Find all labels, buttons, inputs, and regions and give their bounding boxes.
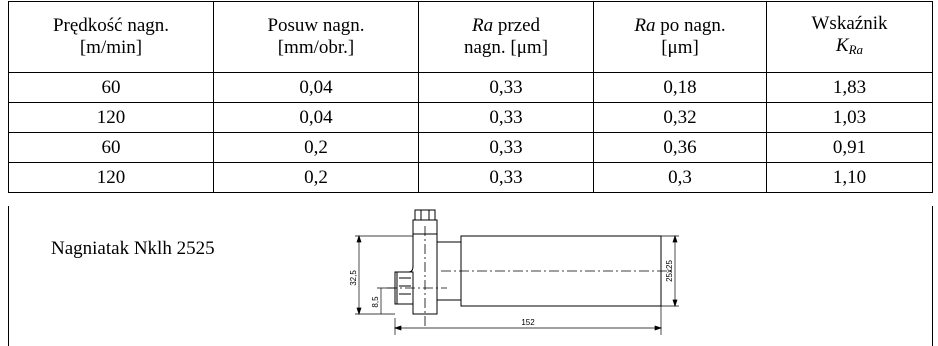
header-cell: Ra po nagn. [μm] (593, 1, 767, 73)
table-cell: 0,91 (766, 132, 933, 163)
table-cell: 0,36 (593, 132, 767, 163)
table-cell: 1,10 (766, 162, 933, 193)
table-cell: 0,04 (213, 72, 419, 103)
results-table: Prędkość nagn. [m/min] Posuw nagn. [mm/o… (8, 1, 933, 193)
table-cell: 1,83 (766, 72, 933, 103)
table-row: 120 0,2 0,33 0,3 1,10 (8, 162, 933, 193)
tool-name: Nagniatak Nklh 2525 (51, 238, 215, 259)
table-cell: 120 (8, 162, 214, 193)
table-cell: 0,33 (418, 72, 594, 103)
table-cell: 0,04 (213, 102, 419, 133)
table-cell: 0,32 (593, 102, 767, 133)
table-cell: 0,33 (418, 162, 594, 193)
table-cell: 60 (8, 132, 214, 163)
table-cell: 120 (8, 102, 214, 133)
tool-drawing: 32,5 8,5 25x25 152 (349, 209, 679, 335)
table-row: 120 0,04 0,33 0,32 1,03 (8, 102, 933, 133)
header-cell: Posuw nagn. [mm/obr.] (213, 1, 419, 73)
header-cell: Wskaźnik KRa (766, 1, 933, 73)
dimension-offset: 8,5 (371, 296, 380, 308)
dimension-height: 32,5 (349, 270, 358, 286)
table-cell: 0,33 (418, 132, 594, 163)
dimension-length: 152 (521, 318, 535, 327)
table-row: 60 0,04 0,33 0,18 1,83 (8, 72, 933, 103)
dimension-section: 25x25 (665, 260, 674, 282)
header-row: Prędkość nagn. [m/min] Posuw nagn. [mm/o… (8, 1, 933, 73)
table-cell: 1,03 (766, 102, 933, 133)
header-cell: Prędkość nagn. [m/min] (8, 1, 214, 73)
table-cell: 0,33 (418, 102, 594, 133)
table-cell: 0,3 (593, 162, 767, 193)
table-cell: 0,2 (213, 162, 419, 193)
header-cell: Ra przed nagn. [μm] (418, 1, 594, 73)
table-cell: 0,18 (593, 72, 767, 103)
tool-panel: Nagniatak Nklh 2525 (8, 206, 933, 346)
table-row: 60 0,2 0,33 0,36 0,91 (8, 132, 933, 163)
table-cell: 0,2 (213, 132, 419, 163)
table-cell: 60 (8, 72, 214, 103)
